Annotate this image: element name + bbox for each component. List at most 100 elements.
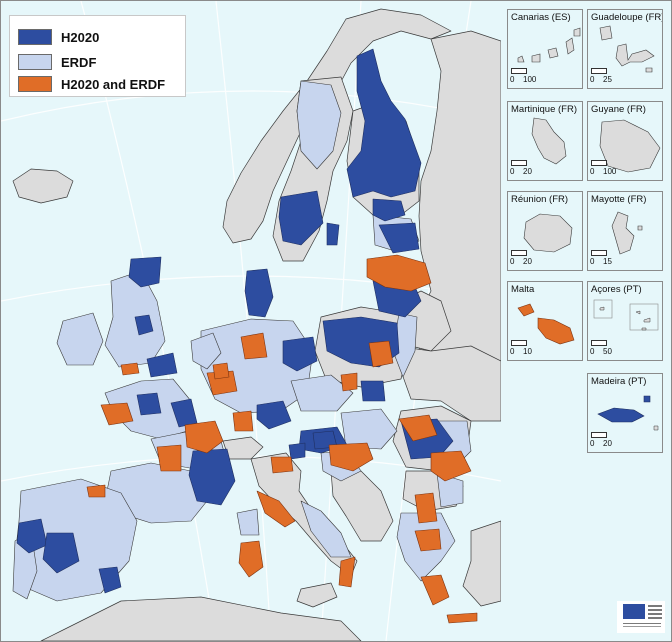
scale-bar: 0 100: [590, 160, 661, 178]
inset-martinique: Martinique (FR) 0 20: [507, 101, 583, 181]
erdf-sweden-north: [296, 80, 342, 170]
h2020-estonia: [378, 222, 420, 254]
inset-mayotte: Mayotte (FR) 0 15: [587, 191, 663, 271]
norway: [222, 8, 452, 244]
h2020-sweden-south: [278, 190, 324, 246]
legend-item-h2020: H2020: [18, 26, 99, 48]
inset-title: Mayotte (FR): [591, 194, 647, 205]
both-france-brittany: [100, 402, 134, 426]
both-italy-north: [232, 410, 254, 432]
inset-madeira: Madeira (PT) 0 20: [587, 373, 663, 453]
inset-guyane: Guyane (FR) 0 100: [587, 101, 663, 181]
inset-acores: Açores (PT) 0 50: [587, 281, 663, 361]
h2020-denmark: [244, 268, 274, 318]
h2020-london: [146, 352, 178, 378]
both-netherlands: [120, 362, 140, 376]
h2020-france-paris: [170, 398, 198, 428]
both-greece-athens: [420, 574, 450, 606]
scale-bar: 0 50: [590, 340, 661, 358]
legend-label-erdf: ERDF: [61, 54, 97, 70]
both-austria: [270, 456, 294, 474]
scale-bar: 0 20: [510, 250, 581, 268]
both-czech: [340, 372, 358, 392]
both-romania-east: [430, 450, 472, 482]
legend: H2020 ERDF H2020 and ERDF: [9, 15, 186, 97]
regions-both: [86, 254, 478, 624]
both-bulgaria: [414, 492, 438, 524]
both-greece-north: [414, 528, 442, 552]
erdf-sardinia-n: [236, 508, 260, 536]
inset-malta: Malta 0 10: [507, 281, 583, 361]
regions-h2020: [16, 48, 454, 594]
inset-acores-map: [593, 299, 659, 331]
inset-madeira-map: [597, 395, 659, 431]
erdf-ireland: [56, 312, 104, 366]
legend-swatch-both: [18, 76, 52, 92]
inset-canarias: Canarias (ES) 0 100: [507, 9, 583, 89]
h2020-poland-south: [360, 380, 386, 402]
erdf-bulgaria-east: [436, 472, 464, 508]
scale-bar: 0 100: [510, 68, 581, 86]
inset-guadeloupe-map: [599, 25, 655, 73]
erdf-benelux: [190, 332, 222, 370]
inset-guadeloupe: Guadeloupe (FR) 0 25: [587, 9, 663, 89]
h2020-spain-centre: [42, 532, 80, 574]
both-finland-east: [366, 254, 432, 292]
inset-title: Martinique (FR): [511, 104, 577, 115]
h2020-lapland: [346, 48, 422, 198]
inset-title: Madeira (PT): [591, 376, 647, 387]
inset-guyane-map: [599, 119, 661, 173]
commission-logo-icon: [617, 601, 665, 633]
sicily: [296, 582, 338, 608]
h2020-germany-north: [282, 336, 318, 372]
both-crete: [446, 612, 478, 624]
both-poland-central: [368, 340, 394, 368]
erdf-hungary: [340, 408, 398, 450]
h2020-spain-north: [16, 518, 48, 554]
h2020-france-rhone: [188, 448, 236, 506]
europe-map: [1, 1, 501, 641]
scale-bar: 0 20: [590, 432, 661, 450]
inset-title: Réunion (FR): [511, 194, 569, 205]
both-romania: [398, 414, 438, 442]
both-croatia: [328, 442, 374, 472]
legend-label-h2020: H2020: [61, 29, 100, 45]
scale-bar: 0 20: [510, 160, 581, 178]
north-africa: [40, 596, 362, 641]
inset-martinique-map: [531, 117, 567, 165]
h2020-france-west: [136, 392, 162, 416]
iceland: [12, 168, 74, 204]
both-portugal: [256, 490, 296, 528]
inset-title: Açores (PT): [591, 284, 642, 295]
balkans: [330, 470, 394, 542]
legend-swatch-h2020: [18, 29, 52, 45]
both-belgium: [212, 362, 230, 380]
h2020-stockholm: [326, 222, 340, 246]
erdf-czech: [290, 374, 354, 412]
h2020-spain-south: [98, 566, 122, 594]
inset-reunion: Réunion (FR) 0 20: [507, 191, 583, 271]
inset-title: Guyane (FR): [591, 104, 646, 115]
inset-canarias-map: [517, 27, 581, 63]
legend-item-erdf: ERDF: [18, 51, 96, 73]
scale-bar: 0 15: [590, 250, 661, 268]
legend-item-both: H2020 and ERDF: [18, 73, 165, 95]
scale-bar: 0 10: [510, 340, 581, 358]
inset-reunion-map: [523, 213, 573, 253]
both-france-east: [184, 420, 224, 454]
ukraine: [395, 345, 501, 422]
h2020-slovenia: [288, 442, 306, 460]
erdf-italy-south: [300, 500, 352, 558]
h2020-germany-bavaria: [256, 400, 292, 430]
scale-bar: 0 25: [590, 68, 661, 86]
both-france-sw: [156, 444, 182, 472]
turkey: [462, 520, 501, 607]
erdf-uk: [104, 270, 166, 368]
both-france-south: [86, 484, 106, 498]
inset-title: Canarias (ES): [511, 12, 571, 23]
inset-title: Guadeloupe (FR): [591, 12, 663, 23]
legend-label-both: H2020 and ERDF: [61, 76, 166, 92]
both-sardinia: [238, 540, 264, 578]
inset-malta-map: [517, 303, 575, 345]
